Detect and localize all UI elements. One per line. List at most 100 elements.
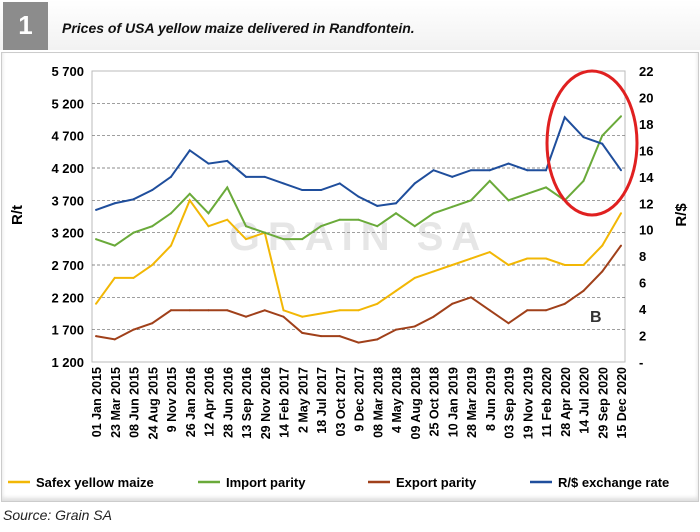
- x-tick-label: 9 Nov 2015: [165, 367, 179, 432]
- data-point: [113, 338, 116, 341]
- data-point: [282, 238, 285, 241]
- x-tick-label: 2 May 2017: [296, 367, 310, 433]
- data-point: [301, 189, 304, 192]
- x-tick-label: 26 Jan 2016: [184, 367, 198, 437]
- x-tick-label: 03 Oct 2017: [334, 367, 348, 437]
- y2-axis-label: R/$: [673, 203, 690, 227]
- x-tick-label: 08 Jun 2015: [128, 367, 142, 438]
- data-point: [132, 328, 135, 331]
- x-tick-label: 09 Aug 2018: [409, 367, 423, 440]
- data-point: [526, 192, 529, 195]
- data-point: [582, 264, 585, 266]
- x-tick-label: 10 Jan 2019: [446, 367, 460, 437]
- y-axis-label: R/t: [9, 205, 26, 225]
- data-point: [170, 244, 172, 247]
- data-point: [451, 302, 454, 305]
- data-point: [395, 212, 397, 215]
- x-tick-label: 03 Sep 2019: [503, 367, 517, 439]
- data-point: [526, 169, 529, 172]
- data-point: [413, 182, 416, 185]
- y2-tick-label: -: [639, 355, 643, 370]
- data-point: [470, 296, 472, 299]
- data-point: [113, 276, 116, 279]
- y-tick-label: 4 200: [51, 161, 84, 176]
- data-point: [263, 231, 266, 234]
- data-point: [582, 289, 585, 292]
- data-point: [207, 225, 210, 228]
- data-point: [207, 162, 210, 165]
- y2-tick-label: 16: [639, 143, 653, 158]
- data-point: [320, 225, 322, 228]
- data-point: [451, 205, 454, 208]
- x-tick-label: 14 Feb 2017: [278, 367, 292, 438]
- data-point: [545, 257, 547, 260]
- data-point: [301, 238, 304, 241]
- data-point: [563, 264, 566, 266]
- data-point: [451, 264, 454, 266]
- y2-tick-label: 22: [639, 64, 653, 79]
- x-tick-label: 28 Mar 2019: [465, 367, 479, 438]
- data-point: [207, 309, 210, 312]
- data-point: [545, 169, 547, 172]
- y2-tick-label: 12: [639, 196, 653, 211]
- data-point: [357, 195, 360, 198]
- figure-number: 1: [3, 2, 48, 50]
- data-point: [282, 182, 285, 185]
- legend-label: Safex yellow maize: [36, 475, 154, 490]
- x-tick-label: 15 Dec 2020: [615, 367, 629, 439]
- data-point: [507, 264, 510, 266]
- y-tick-label: 4 700: [51, 129, 84, 144]
- data-point: [188, 192, 191, 195]
- data-point: [357, 309, 360, 312]
- x-tick-label: 13 Sep 2016: [240, 367, 254, 439]
- y2-tick-label: 2: [639, 329, 646, 344]
- y-tick-label: 5 200: [51, 96, 84, 111]
- data-point: [301, 315, 304, 318]
- x-tick-label: 01 Jan 2015: [90, 367, 104, 437]
- data-point: [563, 302, 566, 305]
- y-tick-label: 5 700: [51, 64, 84, 79]
- data-point: [338, 335, 341, 338]
- data-point: [263, 309, 266, 312]
- data-point: [320, 335, 322, 338]
- data-point: [226, 309, 229, 312]
- data-point: [413, 325, 416, 328]
- data-point: [188, 149, 191, 152]
- data-point: [507, 322, 510, 325]
- data-point: [207, 212, 210, 215]
- legend-label: Import parity: [226, 475, 306, 490]
- y2-tick-label: 8: [639, 249, 646, 264]
- data-point: [151, 225, 154, 228]
- data-point: [188, 309, 191, 312]
- data-point: [470, 169, 472, 172]
- data-point: [395, 328, 397, 331]
- data-point: [188, 199, 191, 202]
- data-point: [245, 315, 247, 318]
- legend-label: R/$ exchange rate: [558, 475, 669, 490]
- y2-tick-label: 10: [639, 223, 653, 238]
- data-point: [338, 309, 341, 312]
- x-tick-label: 25 Oct 2018: [428, 367, 442, 437]
- data-point: [620, 169, 622, 172]
- data-point: [301, 331, 304, 334]
- data-point: [507, 199, 510, 202]
- y2-tick-label: 20: [639, 90, 653, 105]
- data-point: [170, 212, 172, 215]
- x-tick-label: 4 May 2018: [390, 367, 404, 433]
- data-point: [620, 115, 622, 118]
- annotation-b: B: [590, 309, 602, 326]
- x-tick-label: 11 Feb 2020: [540, 367, 554, 437]
- data-point: [620, 212, 622, 215]
- data-point: [245, 175, 247, 178]
- data-point: [601, 142, 604, 145]
- x-tick-label: 08 Mar 2018: [371, 367, 385, 438]
- data-point: [507, 162, 510, 165]
- data-point: [245, 238, 247, 241]
- x-tick-label: 29 Nov 2016: [259, 367, 273, 439]
- data-point: [95, 335, 97, 338]
- x-tick-label: 14 Jul 2020: [578, 367, 592, 434]
- data-point: [226, 218, 229, 221]
- data-point: [545, 186, 547, 189]
- data-point: [601, 134, 604, 137]
- data-point: [432, 270, 435, 273]
